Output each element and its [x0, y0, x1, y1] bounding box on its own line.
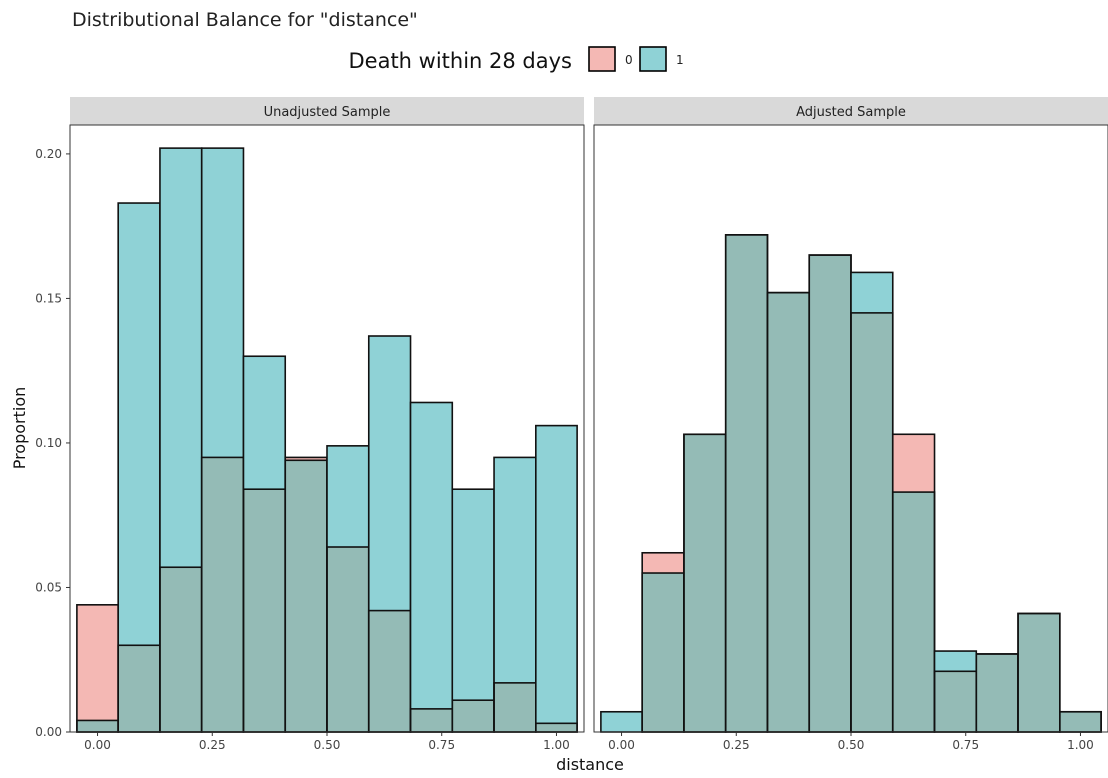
x-tick-label: 1.00	[1067, 738, 1094, 752]
bar-overlap-bin0	[76, 720, 119, 732]
panel-title-unadjusted: Unadjusted Sample	[264, 105, 391, 120]
bar-series1-bin4	[243, 356, 286, 490]
x-tick-label: 0.00	[608, 738, 635, 752]
bar-overlap-bin10	[494, 682, 536, 732]
bar-overlap-bin6	[327, 547, 369, 732]
y-tick-label: 0.05	[35, 580, 62, 594]
bars-unadjusted	[76, 147, 578, 733]
x-tick-label: 0.25	[199, 738, 226, 752]
bar-series1-bin6	[851, 272, 893, 313]
panel-unadjusted: Unadjusted Sample 0.00 0.25 0.50 0.75 1.00	[69, 97, 585, 752]
bar-overlap-bin4	[243, 489, 286, 732]
legend-label-1: 1	[676, 53, 684, 67]
bar-series0-bin5	[285, 457, 327, 461]
bar-series0-bin0	[76, 604, 119, 721]
x-tick-label: 0.50	[314, 738, 341, 752]
bar-overlap-bin5	[285, 460, 327, 732]
panel-strip-adjusted	[594, 97, 1108, 125]
y-axis-title: Proportion	[10, 387, 29, 470]
bar-series0-bin7	[892, 434, 935, 493]
bar-overlap-bin1	[118, 645, 160, 732]
panel-strip-unadjusted	[70, 97, 584, 125]
x-axis-unadjusted: 0.00 0.25 0.50 0.75 1.00	[84, 732, 570, 752]
bar-series1-bin8	[934, 651, 977, 672]
chart-title: Distributional Balance for "distance"	[72, 9, 418, 31]
x-axis-title: distance	[556, 755, 624, 774]
legend-key-1	[639, 46, 667, 72]
bar-series1-bin0	[600, 711, 643, 732]
bar-overlap-bin6	[851, 312, 893, 732]
bars-adjusted	[600, 234, 1102, 733]
bar-series1-bin6	[327, 445, 369, 548]
bar-series1-bin10	[494, 457, 536, 683]
bar-overlap-bin9	[976, 653, 1019, 732]
bar-series0-bin1	[642, 552, 684, 574]
bar-series1-bin9	[452, 489, 495, 701]
panel-adjusted: Adjusted Sample 0.00 0.25 0.50 0.75 1.00	[593, 97, 1108, 752]
legend-label-0: 0	[625, 53, 633, 67]
bar-series1-bin11	[535, 425, 578, 724]
bar-overlap-bin4	[767, 292, 810, 732]
x-tick-label: 0.50	[838, 738, 865, 752]
bar-overlap-bin1	[642, 573, 684, 732]
bar-overlap-bin2	[683, 434, 726, 732]
legend-key-0	[588, 46, 616, 72]
y-tick-label: 0.00	[35, 725, 62, 739]
y-tick-label: 0.10	[35, 436, 62, 450]
bar-series1-bin3	[201, 148, 244, 458]
bar-series1-bin2	[159, 148, 202, 568]
bar-overlap-bin8	[410, 708, 453, 732]
bar-series1-bin1	[118, 203, 160, 646]
bar-overlap-bin7	[892, 492, 935, 732]
bar-series1-bin8	[410, 402, 453, 709]
y-tick-label: 0.20	[35, 147, 62, 161]
x-tick-label: 1.00	[543, 738, 570, 752]
bar-overlap-bin11	[1059, 711, 1102, 732]
bar-overlap-bin8	[934, 671, 977, 732]
bar-overlap-bin2	[159, 567, 202, 732]
legend: Death within 28 days 0 1	[348, 46, 684, 73]
x-tick-label: 0.75	[428, 738, 455, 752]
bar-overlap-bin3	[201, 457, 244, 732]
x-tick-label: 0.75	[952, 738, 979, 752]
bar-overlap-bin10	[1018, 613, 1060, 732]
x-tick-label: 0.25	[723, 738, 750, 752]
x-axis-adjusted: 0.00 0.25 0.50 0.75 1.00	[608, 732, 1094, 752]
bar-overlap-bin5	[809, 255, 851, 733]
bar-series1-bin7	[368, 336, 411, 611]
bar-overlap-bin7	[368, 610, 411, 732]
panel-title-adjusted: Adjusted Sample	[796, 105, 906, 120]
legend-title: Death within 28 days	[348, 49, 572, 73]
bar-overlap-bin9	[452, 700, 495, 732]
bar-overlap-bin11	[535, 723, 578, 732]
bar-overlap-bin3	[725, 234, 768, 733]
y-axis: 0.00 0.05 0.10 0.15 0.20	[35, 147, 70, 739]
y-tick-label: 0.15	[35, 291, 62, 305]
x-tick-label: 0.00	[84, 738, 111, 752]
